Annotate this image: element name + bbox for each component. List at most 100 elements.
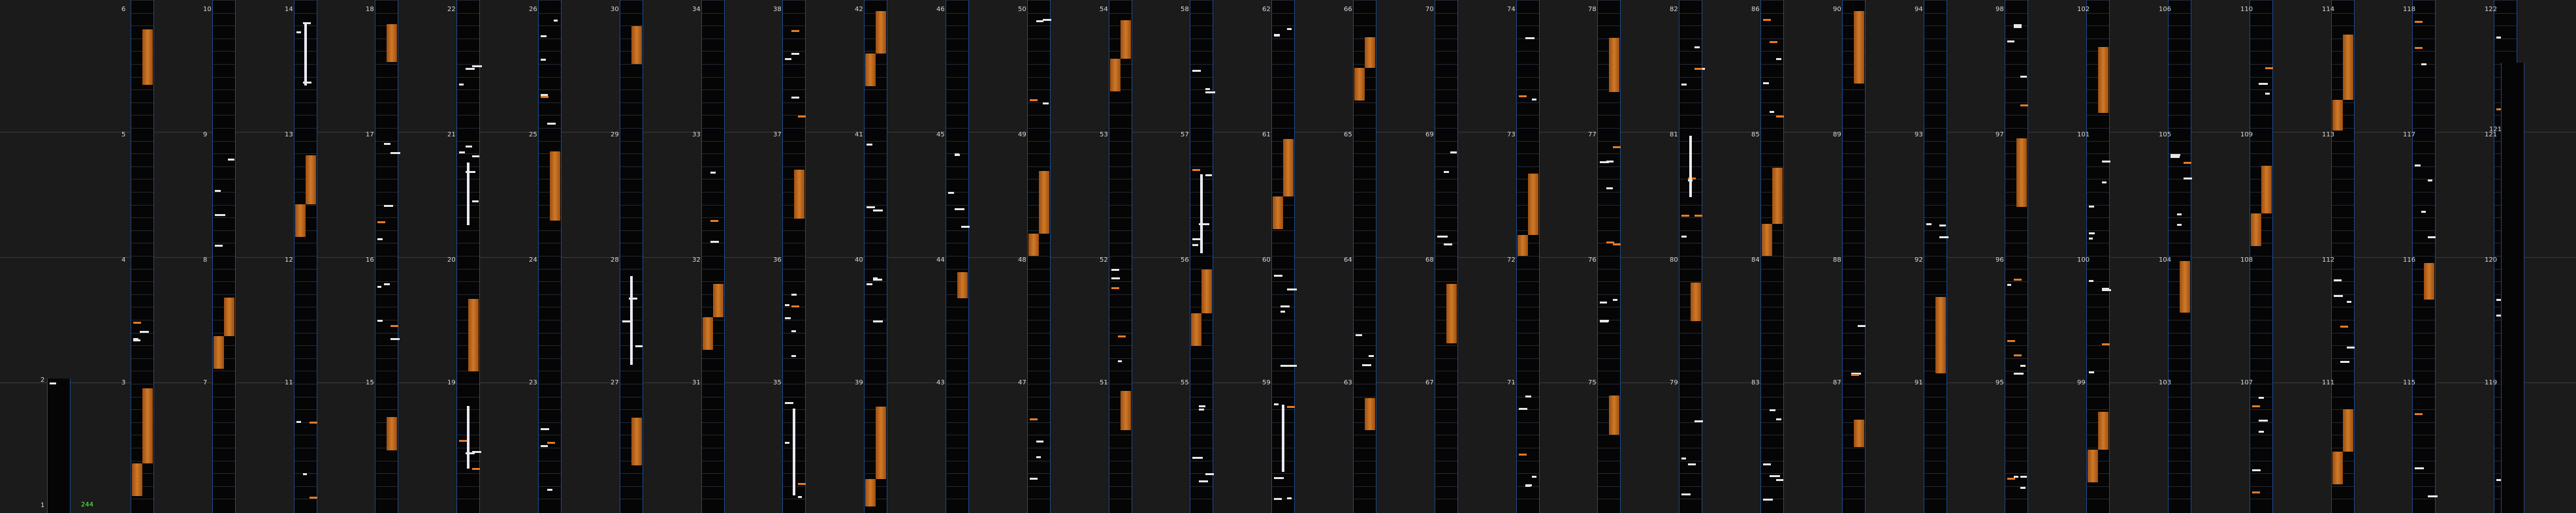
tap-note-orange xyxy=(1694,215,1702,217)
hold-note xyxy=(1365,397,1375,431)
measure-number: 88 xyxy=(1833,256,1841,264)
tap-note xyxy=(1444,243,1452,245)
tap-note xyxy=(791,330,796,333)
lane-column xyxy=(1027,0,1051,513)
measure-number: 113 xyxy=(2322,131,2335,138)
measure-number: 76 xyxy=(1588,256,1597,264)
tap-note xyxy=(2496,299,2505,302)
measure-number: 75 xyxy=(1588,379,1597,386)
measure-number: 84 xyxy=(1751,256,1760,264)
hold-note xyxy=(550,151,560,221)
tap-note xyxy=(547,488,552,491)
tap-note xyxy=(1043,18,1051,21)
measure-number: 21 xyxy=(447,131,456,138)
tap-note xyxy=(1525,396,1532,398)
tap-note xyxy=(2496,36,2501,39)
tap-note-orange xyxy=(1519,95,1527,97)
lane-column xyxy=(1679,0,1702,513)
tap-note xyxy=(1280,365,1288,367)
tap-note xyxy=(384,205,393,208)
hold-note xyxy=(1354,68,1365,101)
tap-note-orange xyxy=(2340,326,2348,328)
tap-note xyxy=(2421,210,2426,213)
hold-note xyxy=(703,317,713,350)
tap-note xyxy=(554,19,558,22)
tap-note xyxy=(1199,223,1209,226)
lane-column xyxy=(701,0,725,513)
tap-note xyxy=(2089,280,2093,283)
tap-note xyxy=(541,35,547,37)
tap-note xyxy=(133,339,140,342)
tap-note xyxy=(1600,161,1609,164)
measure-number: 25 xyxy=(529,131,537,138)
tap-note xyxy=(1688,463,1696,465)
tap-note-orange xyxy=(1606,241,1614,243)
measure-number: 120 xyxy=(2485,256,2498,264)
tap-note xyxy=(215,214,225,217)
tap-note xyxy=(296,31,301,34)
tap-note xyxy=(2428,179,2432,181)
measure-number: 77 xyxy=(1588,131,1597,138)
tap-note xyxy=(791,354,796,357)
tap-note xyxy=(1205,88,1211,91)
tap-note xyxy=(1274,274,1282,277)
measure-number: 28 xyxy=(611,256,619,264)
hold-note xyxy=(713,284,724,317)
tap-note xyxy=(2020,475,2027,478)
tap-note xyxy=(1036,441,1044,443)
tap-note-orange xyxy=(791,305,799,307)
measure-number: 11 xyxy=(285,379,293,386)
hold-note xyxy=(142,29,153,86)
measure-number: 8 xyxy=(203,256,208,264)
tap-note xyxy=(1851,372,1862,375)
tap-note xyxy=(785,402,793,405)
hold-note xyxy=(2251,213,2261,247)
tap-note xyxy=(1525,484,1533,487)
measure-number: 107 xyxy=(2240,379,2253,386)
tap-note xyxy=(228,159,234,161)
tap-note xyxy=(2102,181,2107,184)
tap-note xyxy=(2089,232,2095,235)
tap-note-orange xyxy=(2415,413,2423,416)
measure-number: 50 xyxy=(1018,6,1026,13)
long-bar xyxy=(467,162,469,226)
hold-note xyxy=(1691,282,1701,322)
tap-note xyxy=(1192,456,1203,459)
tap-note xyxy=(2020,75,2027,78)
hold-note xyxy=(1446,283,1457,344)
tap-note xyxy=(296,421,302,424)
tap-note-orange xyxy=(2496,108,2504,111)
hold-note xyxy=(2332,452,2343,485)
measure-number: 57 xyxy=(1181,131,1189,138)
measure-number: 86 xyxy=(1751,6,1760,13)
measure-number: 118 xyxy=(2403,6,2416,13)
measure-number: 29 xyxy=(611,131,619,138)
measure-number: 49 xyxy=(1018,131,1026,138)
tap-note xyxy=(2014,25,2022,28)
tap-note xyxy=(2334,295,2344,298)
tap-note xyxy=(629,297,638,300)
measure-number: 17 xyxy=(366,131,374,138)
measure-number: 4 xyxy=(121,256,126,264)
hold-note xyxy=(876,11,886,54)
tap-note xyxy=(867,144,873,146)
tap-note xyxy=(1532,99,1536,101)
tap-note xyxy=(785,304,789,307)
tap-note xyxy=(2089,205,2094,208)
measure-number: 34 xyxy=(692,6,701,13)
measure-number: 38 xyxy=(773,6,782,13)
hold-note xyxy=(1609,38,1619,93)
measure-number: 5 xyxy=(121,131,126,138)
tap-note xyxy=(2020,487,2026,490)
tap-note xyxy=(791,293,797,296)
measure-number: 79 xyxy=(1670,379,1678,386)
tap-note xyxy=(2089,238,2093,240)
tap-note-orange xyxy=(547,441,555,444)
tap-note xyxy=(1776,418,1782,420)
measure-number: 95 xyxy=(1996,379,2004,386)
tap-note-orange xyxy=(2415,46,2423,49)
hold-note xyxy=(1121,391,1131,431)
tap-note xyxy=(1280,311,1286,313)
measure-number: 87 xyxy=(1833,379,1841,386)
measure-number: 91 xyxy=(1915,379,1923,386)
